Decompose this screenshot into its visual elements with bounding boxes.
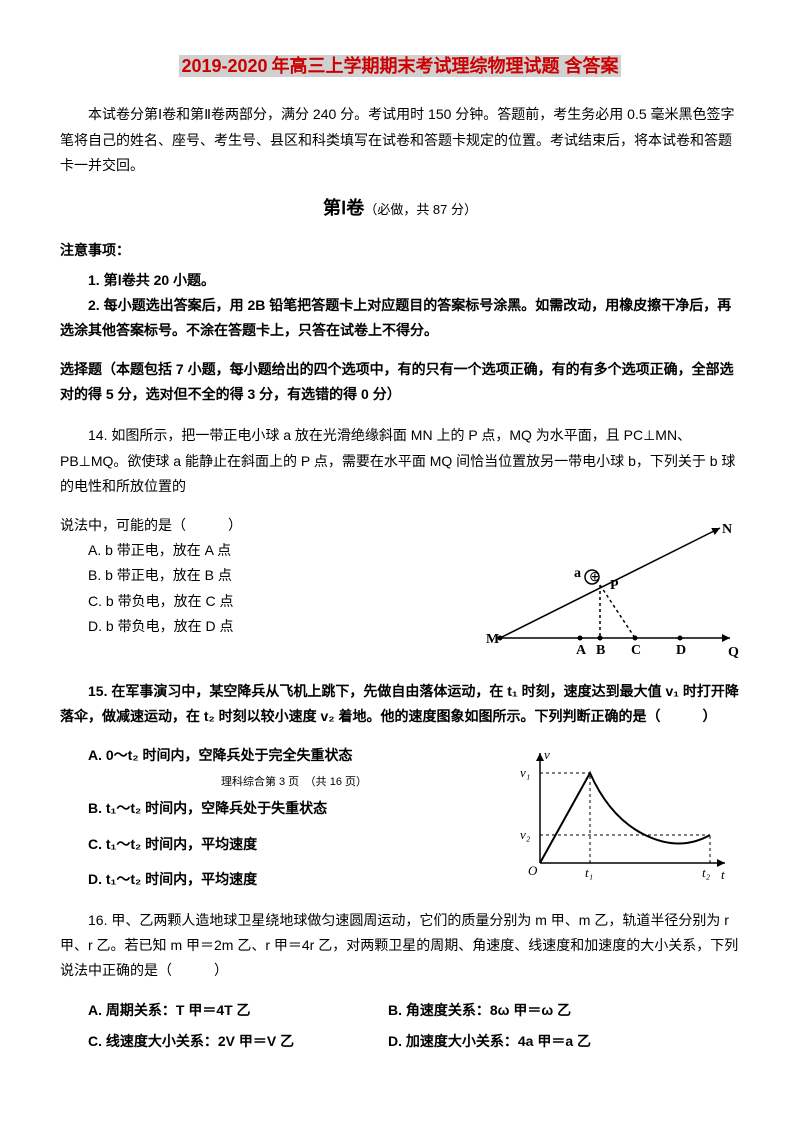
svg-text:a: a bbox=[574, 566, 581, 581]
question-15: 15. 在军事演习中，某空降兵从飞机上跳下，先做自由落体运动，在 t₁ 时刻，速… bbox=[60, 679, 740, 892]
svg-text:ν: ν bbox=[544, 747, 550, 762]
q15-option-a: A. 0～t₂ 时间内，空降兵处于完全失重状态 bbox=[88, 743, 500, 768]
q16-option-c: C. 线速度大小关系：2V 甲＝V 乙 bbox=[88, 1029, 348, 1054]
svg-text:t₂: t₂ bbox=[702, 865, 711, 880]
q14-option-d: D. b 带负电，放在 D 点 bbox=[88, 614, 470, 639]
svg-text:D: D bbox=[676, 643, 686, 658]
note-2: 2. 每小题选出答案后，用 2B 铅笔把答题卡上对应题目的答案标号涂黑。如需改动… bbox=[60, 293, 740, 343]
exam-title: 2019-2020年高三上学期期末考试理综物理试题 含答案 bbox=[60, 50, 740, 82]
q16-option-b: B. 角速度关系：8ω 甲＝ω 乙 bbox=[388, 998, 571, 1023]
title-year: 2019-2020 bbox=[179, 55, 269, 77]
svg-text:t: t bbox=[721, 867, 725, 882]
question-16: 16. 甲、乙两颗人造地球卫星绕地球做匀速圆周运动，它们的质量分别为 m 甲、m… bbox=[60, 908, 740, 1054]
svg-text:P: P bbox=[610, 578, 619, 593]
q16-stem: 16. 甲、乙两颗人造地球卫星绕地球做匀速圆周运动，它们的质量分别为 m 甲、m… bbox=[60, 908, 740, 984]
svg-text:Q: Q bbox=[728, 645, 739, 660]
page-footer: 理科综合第 3 页 （共 16 页） bbox=[88, 773, 500, 793]
svg-text:t₁: t₁ bbox=[585, 865, 593, 880]
svg-text:ν₁: ν₁ bbox=[520, 765, 530, 780]
svg-text:O: O bbox=[528, 863, 538, 878]
svg-text:A: A bbox=[576, 643, 587, 658]
svg-text:ν₂: ν₂ bbox=[520, 827, 531, 842]
question-14: 14. 如图所示，把一带正电小球 a 放在光滑绝缘斜面 MN 上的 P 点，MQ… bbox=[60, 423, 740, 663]
section-1-title: 第Ⅰ卷 bbox=[323, 198, 364, 218]
note-1: 1. 第Ⅰ卷共 20 小题。 bbox=[60, 268, 740, 293]
q15-option-c: C. t₁～t₂ 时间内，平均速度 bbox=[88, 832, 500, 857]
q14-option-b: B. b 带正电，放在 B 点 bbox=[88, 563, 470, 588]
q15-option-b: B. t₁～t₂ 时间内，空降兵处于失重状态 bbox=[88, 796, 500, 821]
q14-option-a: A. b 带正电，放在 A 点 bbox=[88, 538, 470, 563]
notes-title: 注意事项： bbox=[60, 238, 740, 263]
svg-text:M: M bbox=[486, 632, 499, 647]
svg-text:C: C bbox=[631, 643, 641, 658]
section-1-sub: （必做，共 87 分） bbox=[364, 202, 477, 217]
title-rest: 年高三上学期期末考试理综物理试题 含答案 bbox=[270, 55, 621, 77]
svg-text:N: N bbox=[722, 522, 732, 537]
exam-intro: 本试卷分第Ⅰ卷和第Ⅱ卷两部分，满分 240 分。考试用时 150 分钟。答题前，… bbox=[60, 102, 740, 178]
q16-option-d: D. 加速度大小关系：4a 甲＝a 乙 bbox=[388, 1029, 591, 1054]
q14-diagram: ⊕ N M Q Pa AB C D bbox=[480, 513, 740, 663]
section-1-header: 第Ⅰ卷（必做，共 87 分） bbox=[60, 192, 740, 224]
q14-option-c: C. b 带负电，放在 C 点 bbox=[88, 589, 470, 614]
svg-text:⊕: ⊕ bbox=[589, 570, 601, 585]
mcq-instructions: 选择题（本题包括 7 小题，每小题给出的四个选项中，有的只有一个选项正确，有的有… bbox=[60, 357, 740, 407]
q15-graph: ν t Oν₁ ν₂ t₁ t₂ bbox=[510, 743, 740, 883]
q15-stem: 15. 在军事演习中，某空降兵从飞机上跳下，先做自由落体运动，在 t₁ 时刻，速… bbox=[60, 679, 740, 729]
q14-stem-2: 说法中，可能的是（ ） bbox=[60, 513, 470, 538]
q14-stem-1: 14. 如图所示，把一带正电小球 a 放在光滑绝缘斜面 MN 上的 P 点，MQ… bbox=[60, 423, 740, 499]
svg-text:B: B bbox=[596, 643, 605, 658]
q16-option-a: A. 周期关系：T 甲＝4T 乙 bbox=[88, 998, 348, 1023]
q15-option-d: D. t₁～t₂ 时间内，平均速度 bbox=[88, 867, 500, 892]
